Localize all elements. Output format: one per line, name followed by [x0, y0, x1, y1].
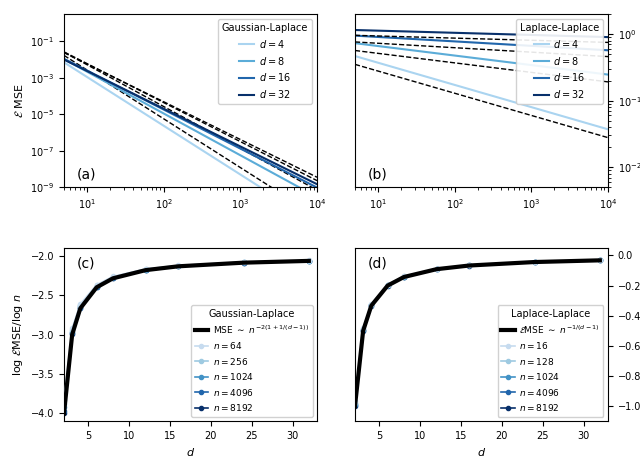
- Y-axis label: $\mathcal{E}$ MSE: $\mathcal{E}$ MSE: [13, 83, 25, 118]
- Text: (d): (d): [367, 256, 387, 271]
- Legend: MSE $\sim$ $n^{-2(1+1/(d-1))}$, $n=64$, $n=256$, $n=1024$, $n=4096$, $n=8192$: MSE $\sim$ $n^{-2(1+1/(d-1))}$, $n=64$, …: [191, 305, 312, 417]
- Legend: $d = 4$, $d = 8$, $d = 16$, $d = 32$: $d = 4$, $d = 8$, $d = 16$, $d = 32$: [218, 19, 312, 104]
- X-axis label: $d$: $d$: [186, 446, 195, 459]
- Legend: $\mathcal{E}$MSE $\sim$ $n^{-1/(d-1)}$, $n=16$, $n=128$, $n=1024$, $n=4096$, $n=: $\mathcal{E}$MSE $\sim$ $n^{-1/(d-1)}$, …: [497, 305, 604, 417]
- Text: (c): (c): [77, 256, 95, 271]
- Y-axis label: log $\mathcal{E}$MSE/log $n$: log $\mathcal{E}$MSE/log $n$: [11, 293, 25, 376]
- Legend: $d = 4$, $d = 8$, $d = 16$, $d = 32$: $d = 4$, $d = 8$, $d = 16$, $d = 32$: [516, 19, 603, 104]
- X-axis label: $d$: $d$: [477, 446, 486, 459]
- Text: (b): (b): [367, 168, 387, 182]
- Text: (a): (a): [77, 168, 96, 182]
